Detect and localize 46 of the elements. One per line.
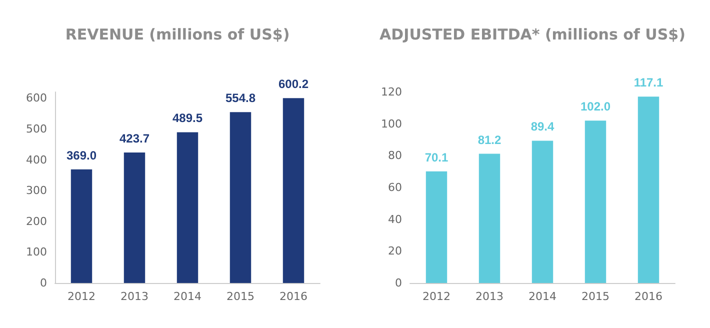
y-tick-label: 0	[395, 276, 402, 290]
data-label: 89.4	[530, 120, 554, 134]
y-tick-label: 0	[40, 276, 47, 290]
bar	[176, 132, 198, 283]
x-tick-label: 2013	[120, 290, 148, 303]
x-tick-label: 2012	[422, 290, 450, 303]
x-tick-label: 2015	[226, 290, 254, 303]
data-label: 117.1	[634, 76, 664, 90]
y-tick-label: 60	[388, 181, 402, 194]
y-tick-label: 20	[388, 244, 402, 258]
x-tick-label: 2015	[582, 290, 610, 303]
bar	[426, 171, 448, 283]
bar	[124, 152, 146, 283]
bar	[532, 140, 554, 283]
data-label: 423.7	[119, 131, 150, 146]
y-tick-label: 40	[388, 212, 402, 226]
data-label: 102.0	[580, 100, 611, 114]
data-label: 489.5	[172, 111, 203, 126]
y-tick-label: 600	[26, 92, 47, 105]
y-tick-label: 120	[381, 86, 402, 98]
data-label: 81.2	[478, 132, 502, 147]
data-label: 554.8	[225, 91, 256, 106]
chart-title: ADJUSTED EBITDA* (millions of US$)	[380, 26, 686, 44]
data-label: 600.2	[278, 77, 309, 92]
x-tick-label: 2016	[280, 290, 308, 303]
y-tick-label: 200	[26, 214, 47, 228]
data-label: 70.1	[424, 150, 448, 164]
y-tick-label: 300	[26, 184, 47, 198]
bar	[230, 112, 252, 283]
x-tick-label: 2014	[174, 290, 202, 303]
x-tick-label: 2013	[476, 290, 504, 303]
y-tick-label: 100	[381, 117, 402, 130]
x-tick-label: 2014	[528, 290, 556, 303]
data-label: 369.0	[66, 148, 97, 162]
bar	[478, 154, 500, 283]
y-tick-label: 100	[26, 246, 47, 259]
y-tick-label: 400	[26, 153, 47, 166]
y-tick-label: 500	[26, 122, 47, 136]
bar	[584, 120, 606, 283]
y-tick-label: 80	[388, 149, 402, 162]
bar	[638, 96, 660, 283]
x-tick-label: 2012	[68, 290, 96, 303]
bar	[282, 98, 304, 283]
chart-title: REVENUE (millions of US$)	[65, 26, 290, 44]
bar	[70, 169, 92, 283]
x-tick-label: 2016	[634, 290, 662, 303]
